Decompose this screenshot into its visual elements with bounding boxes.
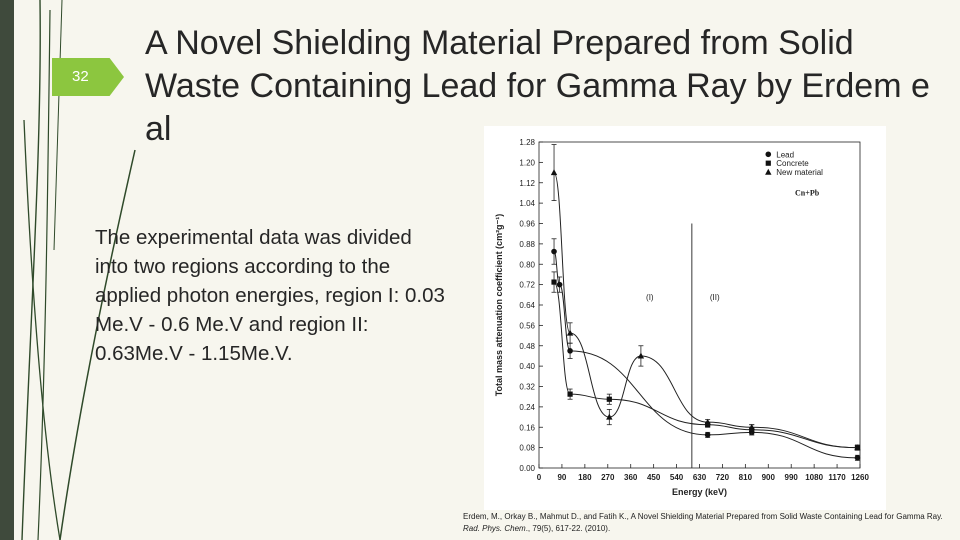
- x-tick-label: 1170: [828, 473, 846, 482]
- data-point: [550, 169, 558, 176]
- y-tick-label: 0.32: [519, 383, 535, 392]
- slide-number: 32: [72, 68, 89, 85]
- y-tick-label: 0.08: [519, 444, 535, 453]
- x-tick-label: 0: [537, 473, 542, 482]
- y-tick-label: 0.96: [519, 220, 535, 229]
- data-point: [704, 432, 711, 438]
- x-tick-label: 630: [693, 473, 707, 482]
- y-tick-label: 0.40: [519, 362, 535, 371]
- legend-entry: New material: [776, 168, 823, 177]
- x-tick-label: 450: [647, 473, 661, 482]
- x-tick-label: 900: [762, 473, 776, 482]
- data-point: [704, 418, 711, 425]
- data-point: [551, 279, 557, 285]
- y-tick-label: 1.28: [519, 138, 535, 147]
- chart-annotation: Cn+Pb: [795, 188, 820, 197]
- x-axis-label: Energy (keV): [672, 487, 727, 497]
- x-tick-label: 540: [670, 473, 684, 482]
- y-tick-label: 0.16: [519, 423, 535, 432]
- y-tick-label: 0.24: [519, 403, 535, 412]
- x-tick-label: 1080: [805, 473, 823, 482]
- series-line: [553, 172, 858, 449]
- body-paragraph: The experimental data was divided into t…: [95, 226, 445, 365]
- slide-title: A Novel Shielding Material Prepared from…: [145, 24, 930, 148]
- legend-marker: [765, 168, 772, 175]
- data-point: [556, 281, 563, 288]
- y-tick-label: 1.20: [519, 158, 535, 167]
- legend-entry: Concrete: [776, 159, 809, 168]
- data-point: [567, 348, 573, 354]
- left-decorative-lines: [0, 0, 136, 540]
- x-tick-label: 180: [578, 473, 592, 482]
- y-axis-label: Total mass attenuation coefficient (cm²g…: [494, 214, 504, 397]
- citation-volume: ., 79(5), 617-22. (2010).: [525, 524, 611, 533]
- x-tick-label: 990: [785, 473, 799, 482]
- citation-authors-title: Erdem, M., Orkay B., Mahmut D., and Fati…: [463, 512, 943, 521]
- attenuation-chart: 0.00 0.08 0.16 0.24 0.32 0.40 0.48 0.56 0.64 0.72…: [494, 138, 869, 497]
- data-point: [566, 329, 574, 336]
- series-line: [553, 281, 858, 449]
- data-point: [854, 444, 861, 451]
- citation-journal: Rad. Phys. Chem: [463, 524, 526, 533]
- legend-marker: [765, 151, 772, 158]
- y-tick-label: 0.80: [519, 260, 535, 269]
- legend-entry: Lead: [776, 150, 794, 159]
- data-point: [567, 391, 573, 397]
- data-point: [748, 423, 755, 430]
- x-tick-label: 270: [601, 473, 615, 482]
- x-tick-label: 810: [739, 473, 753, 482]
- data-point: [551, 248, 557, 255]
- legend-marker: [765, 160, 771, 166]
- x-tick-label: 1260: [851, 473, 869, 482]
- y-tick-label: 1.12: [519, 179, 535, 188]
- chart-panel: 0.00 0.08 0.16 0.24 0.32 0.40 0.48 0.56 0.64 0.72…: [484, 126, 886, 510]
- y-tick-label: 0.72: [519, 281, 535, 290]
- y-tick-label: 0.00: [519, 464, 535, 473]
- citation: Erdem, M., Orkay B., Mahmut D., and Fati…: [463, 511, 960, 535]
- region-label-i: (I): [646, 293, 654, 302]
- slide-number-tab: 32: [52, 58, 124, 96]
- x-tick-label: 90: [557, 473, 566, 482]
- y-tick-label: 1.04: [519, 199, 535, 208]
- data-point: [637, 352, 645, 359]
- x-tick-label: 720: [716, 473, 730, 482]
- data-point: [606, 396, 612, 402]
- data-point: [606, 413, 613, 420]
- y-tick-label: 0.88: [519, 240, 535, 249]
- region-label-ii: (II): [710, 293, 720, 302]
- x-tick-label: 360: [624, 473, 638, 482]
- y-tick-label: 0.56: [519, 321, 535, 330]
- y-tick-label: 0.48: [519, 342, 535, 351]
- data-point: [854, 455, 861, 461]
- y-tick-label: 0.64: [519, 301, 535, 310]
